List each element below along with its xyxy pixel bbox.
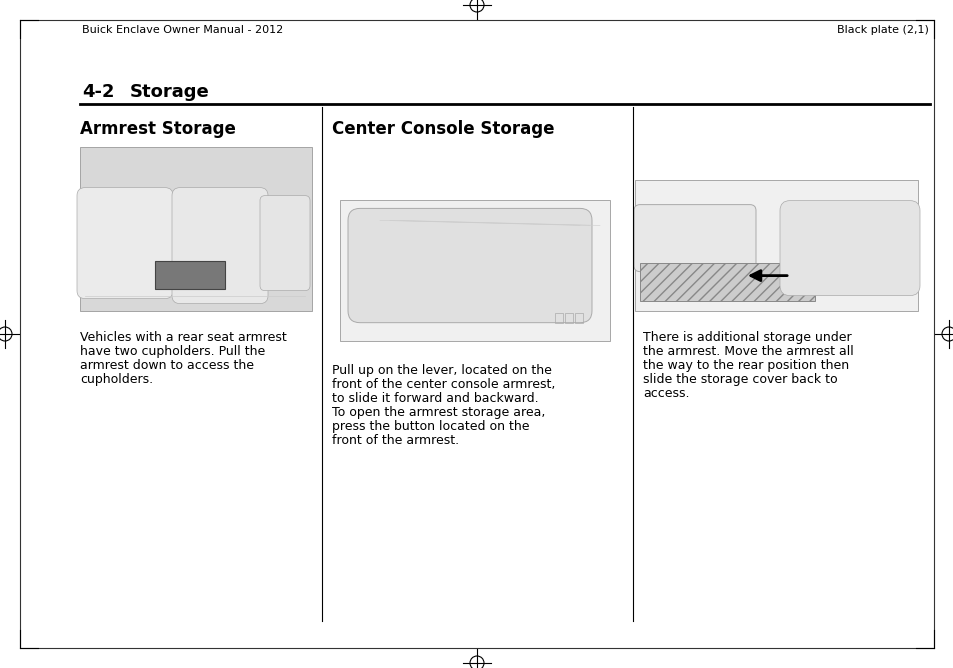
Text: slide the storage cover back to: slide the storage cover back to <box>642 373 837 385</box>
Text: to slide it forward and backward.: to slide it forward and backward. <box>332 392 538 405</box>
Bar <box>575 313 582 323</box>
Text: Storage: Storage <box>130 84 210 101</box>
Text: Black plate (2,1): Black plate (2,1) <box>836 25 928 35</box>
Bar <box>339 200 609 341</box>
Text: Vehicles with a rear seat armrest: Vehicles with a rear seat armrest <box>80 331 287 343</box>
Text: front of the armrest.: front of the armrest. <box>332 434 458 447</box>
Text: Buick Enclave Owner Manual - 2012: Buick Enclave Owner Manual - 2012 <box>82 25 283 35</box>
Text: Center Console Storage: Center Console Storage <box>332 120 554 138</box>
Text: cupholders.: cupholders. <box>80 373 153 385</box>
FancyBboxPatch shape <box>260 196 310 291</box>
FancyBboxPatch shape <box>77 188 172 299</box>
Text: the way to the rear position then: the way to the rear position then <box>642 359 848 371</box>
Bar <box>635 180 917 311</box>
Text: the armrest. Move the armrest all: the armrest. Move the armrest all <box>642 345 853 357</box>
FancyBboxPatch shape <box>780 200 919 296</box>
Text: Armrest Storage: Armrest Storage <box>80 120 235 138</box>
Bar <box>564 313 573 323</box>
Bar <box>154 261 225 289</box>
Text: front of the center console armrest,: front of the center console armrest, <box>332 378 555 391</box>
Text: armrest down to access the: armrest down to access the <box>80 359 253 371</box>
Text: Pull up on the lever, located on the: Pull up on the lever, located on the <box>332 364 551 377</box>
FancyBboxPatch shape <box>634 204 755 272</box>
Text: access.: access. <box>642 387 689 399</box>
FancyBboxPatch shape <box>172 188 268 304</box>
Text: 4-2: 4-2 <box>82 84 114 101</box>
Bar <box>639 263 814 301</box>
Text: To open the armrest storage area,: To open the armrest storage area, <box>332 406 545 419</box>
Bar <box>80 147 312 311</box>
Text: There is additional storage under: There is additional storage under <box>642 331 851 343</box>
FancyBboxPatch shape <box>348 208 592 323</box>
Bar <box>555 313 562 323</box>
Text: have two cupholders. Pull the: have two cupholders. Pull the <box>80 345 265 357</box>
Text: press the button located on the: press the button located on the <box>332 420 529 433</box>
